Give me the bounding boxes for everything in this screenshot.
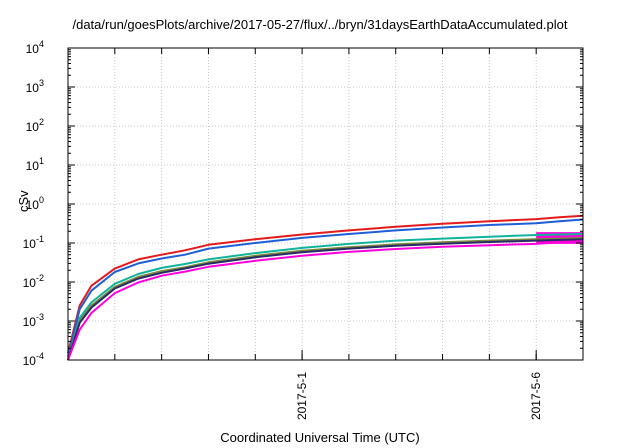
x-axis-title: Coordinated Universal Time (UTC) — [220, 430, 420, 445]
y-tick-label: 102 — [26, 117, 44, 134]
series-lines — [67, 214, 584, 361]
y-tick-label: 10-3 — [23, 312, 44, 329]
y-tick-label: 10-2 — [23, 273, 44, 290]
x-tick-label: 2017-5-6 — [529, 372, 543, 420]
series-line-2 — [67, 218, 584, 358]
y-axis-title: cSv — [16, 190, 31, 212]
y-tick-label: 10-4 — [23, 351, 44, 368]
series-line-5 — [67, 238, 584, 361]
series-line-4 — [67, 236, 584, 361]
y-tick-label: 100 — [26, 195, 44, 212]
axis-ticks: 10-4 10-3 10-2 10-1 100 101 102 103 104 2017-5-1 2… — [23, 39, 583, 420]
y-tick-label: 10-1 — [23, 234, 44, 251]
y-tick-label: 104 — [26, 39, 44, 56]
chart-title: /data/run/goesPlots/archive/2017-05-27/f… — [72, 17, 568, 32]
grid-lines — [68, 48, 583, 360]
x-tick-label: 2017-5-1 — [295, 372, 309, 420]
series-line-3 — [67, 233, 584, 361]
series-line-6 — [67, 240, 584, 361]
plot-frame — [67, 47, 584, 361]
series-line-1 — [67, 214, 584, 354]
y-tick-label: 101 — [26, 156, 44, 173]
y-tick-label: 103 — [26, 78, 44, 95]
